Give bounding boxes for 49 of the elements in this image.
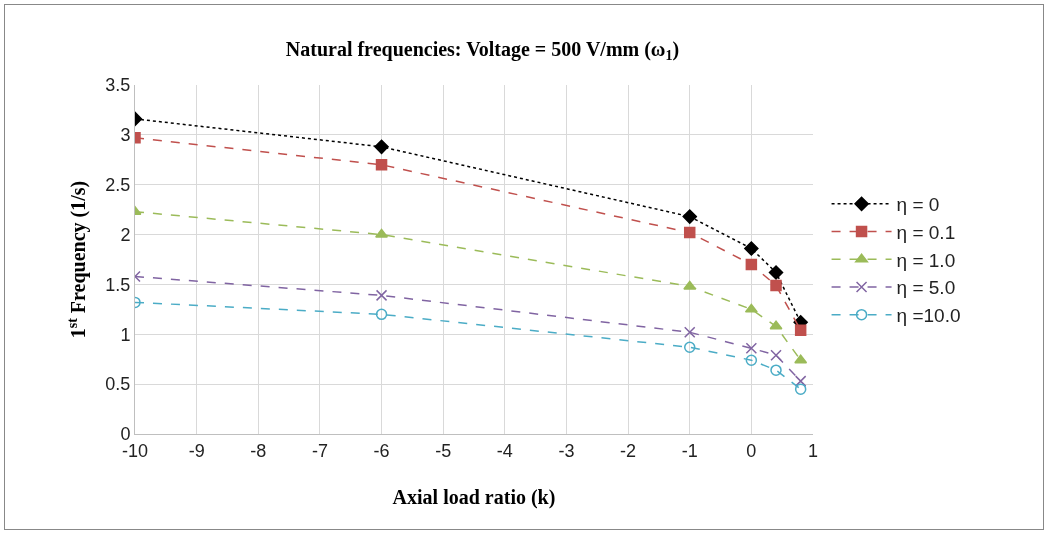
x-tick-label: -1	[681, 440, 698, 461]
point	[745, 354, 758, 366]
point	[375, 289, 388, 302]
legend-label: η = 5.0	[896, 277, 956, 299]
point	[768, 265, 784, 280]
x-tick-label: -7	[311, 440, 328, 461]
point	[794, 383, 807, 395]
point	[683, 280, 697, 290]
point	[745, 342, 758, 354]
y-tick-label: 0.5	[105, 374, 131, 395]
x-tick-label: -8	[250, 440, 267, 461]
x-tick-label: -4	[496, 440, 513, 461]
y-tick-label: 2	[120, 224, 131, 245]
legend-label: η =10.0	[896, 305, 961, 327]
point	[683, 226, 696, 239]
point	[745, 258, 758, 271]
point	[744, 303, 758, 313]
x-tick-label: -5	[435, 440, 452, 461]
point	[375, 228, 389, 238]
x-axis-title: Axial load ratio (k)	[392, 486, 556, 509]
legend-label: η = 0.1	[896, 221, 956, 243]
point	[770, 279, 782, 292]
legend-label: η = 1.0	[896, 249, 956, 271]
point	[683, 341, 696, 353]
point	[682, 209, 697, 224]
point	[769, 320, 783, 330]
x-tick-label: 0	[746, 440, 757, 461]
legend-label: η = 0	[896, 194, 940, 216]
point	[375, 159, 388, 171]
x-tick-label: 1	[807, 440, 819, 461]
point	[770, 349, 782, 361]
point	[794, 354, 808, 364]
chart-title: Natural frequencies: Voltage = 500 V/mm (ω$_{1}$)	[285, 37, 680, 63]
x-tick-label: -9	[188, 440, 205, 461]
point	[683, 326, 696, 339]
y-tick-label: 2.5	[105, 175, 131, 196]
y-tick-label: 1.5	[105, 274, 131, 295]
y-tick-label: 1	[120, 324, 131, 345]
point	[770, 364, 782, 376]
x-tick-label: -6	[373, 440, 390, 461]
point	[744, 241, 759, 256]
x-tick-label: -2	[620, 440, 637, 461]
point	[794, 375, 807, 387]
point	[794, 324, 807, 337]
point	[375, 308, 388, 321]
point	[374, 139, 389, 155]
x-tick-label: -3	[558, 440, 575, 461]
y-tick-label: 3	[120, 125, 131, 146]
y-tick-label: 3.5	[105, 75, 131, 96]
